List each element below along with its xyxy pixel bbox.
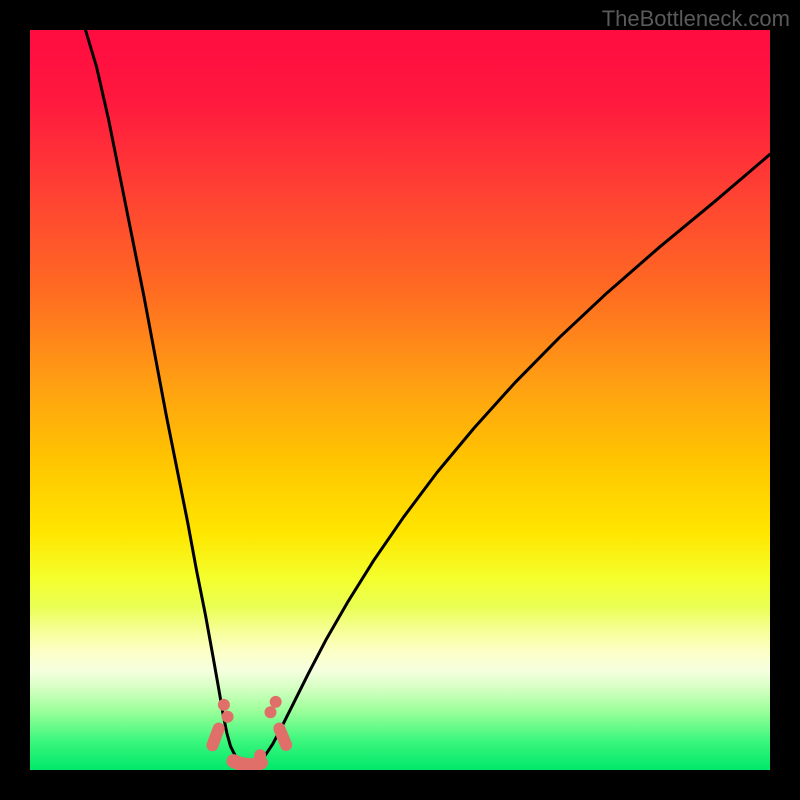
data-dot: [270, 696, 282, 708]
watermark-text: TheBottleneck.com: [602, 6, 790, 32]
bottleneck-curve-chart: [0, 0, 800, 800]
gradient-background: [30, 30, 770, 770]
data-dot: [222, 711, 234, 723]
chart-frame: TheBottleneck.com: [0, 0, 800, 800]
tick-mark-left: [212, 729, 218, 746]
data-dot: [265, 706, 277, 718]
data-dot: [254, 749, 266, 761]
tick-mark-right: [279, 729, 286, 745]
floor-segment: [234, 761, 261, 765]
data-dot: [218, 699, 230, 711]
